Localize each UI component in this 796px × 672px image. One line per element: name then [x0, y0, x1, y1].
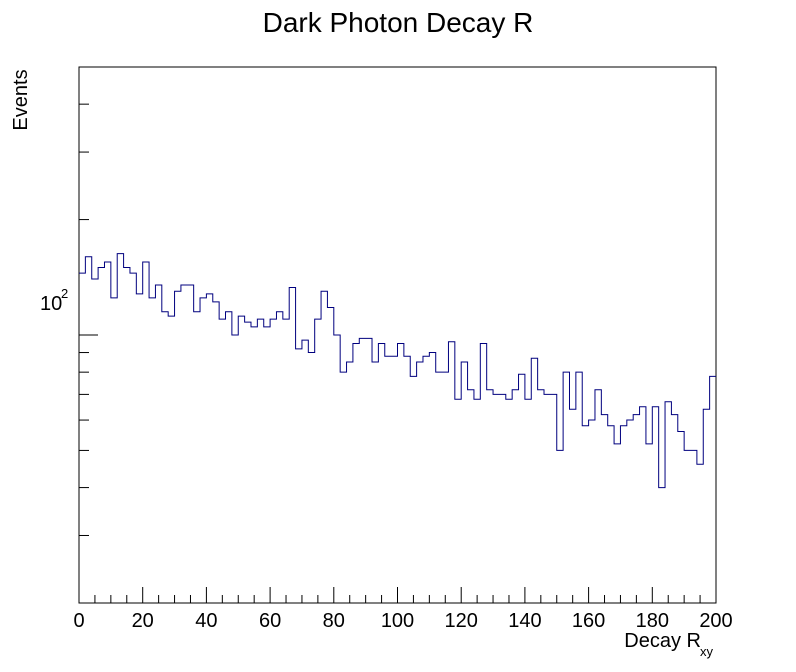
- x-tick-label: 60: [259, 610, 281, 632]
- x-tick-label: 20: [132, 610, 154, 632]
- x-tick-label: 120: [445, 610, 478, 632]
- x-tick-label: 80: [323, 610, 345, 632]
- x-axis-label: Decay R: [624, 630, 701, 652]
- y-tick-label-base: 10: [40, 293, 62, 315]
- chart-title: Dark Photon Decay R: [263, 7, 534, 38]
- axes: [79, 67, 716, 603]
- histogram-series-line: [79, 254, 716, 488]
- x-tick-label: 160: [572, 610, 605, 632]
- x-tick-label: 180: [636, 610, 669, 632]
- y-tick-label: 10 2: [40, 286, 68, 315]
- x-axis-ticks: [79, 587, 716, 603]
- y-axis-label: Events: [10, 69, 32, 130]
- x-tick-label: 100: [381, 610, 414, 632]
- x-tick-label: 0: [73, 610, 84, 632]
- x-tick-label: 40: [195, 610, 217, 632]
- y-tick-label-exponent: 2: [61, 286, 68, 301]
- plot-frame: [79, 67, 716, 603]
- y-axis-ticks: [79, 67, 98, 603]
- x-axis-label-subscript: xy: [700, 644, 714, 659]
- x-tick-label: 140: [508, 610, 541, 632]
- x-tick-label: 200: [699, 610, 732, 632]
- x-axis-tick-labels: 0 20 40 60 80 100 120 140 160 180 200: [73, 610, 732, 632]
